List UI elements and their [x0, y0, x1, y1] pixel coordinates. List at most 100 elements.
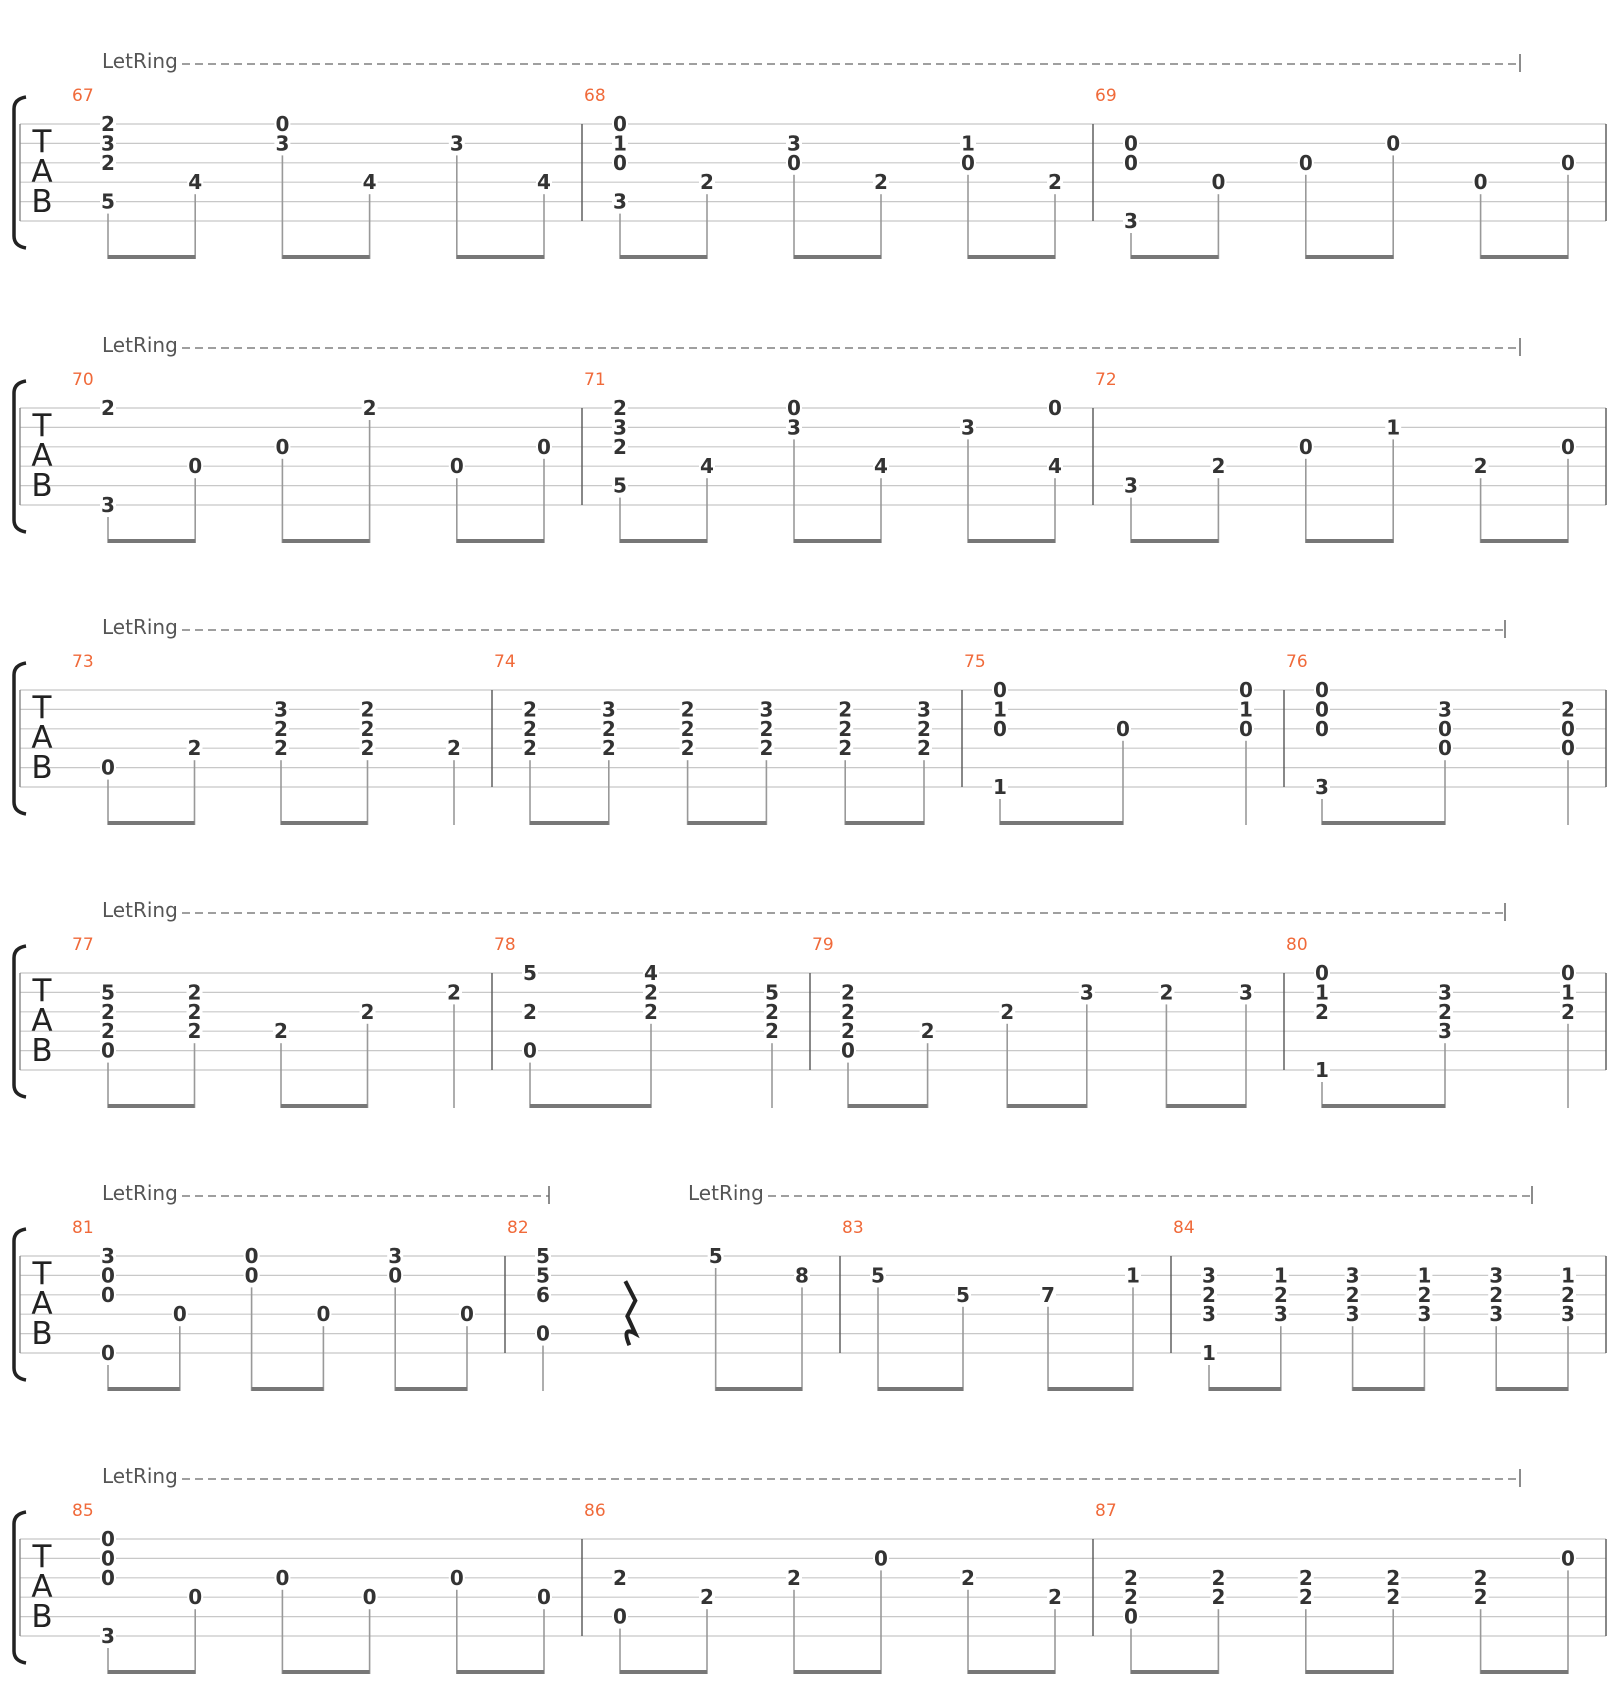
fret-number: 0 [101, 1546, 115, 1570]
measure-number: 86 [584, 1501, 606, 1521]
measure-number: 79 [812, 935, 834, 955]
fret-bg [361, 1588, 378, 1607]
fret-number: 2 [1299, 1585, 1313, 1609]
fret-number: 0 [613, 151, 627, 175]
fret-number: 3 [961, 415, 975, 439]
fret-bg [1560, 1549, 1576, 1568]
fret-number: 0 [101, 1527, 115, 1551]
fret-bg [612, 134, 628, 153]
beam [1480, 1670, 1568, 1674]
beam [968, 539, 1055, 543]
beam [281, 821, 368, 825]
fret-number: 0 [1438, 717, 1452, 741]
fret-bg [992, 719, 1008, 738]
staff-bracket [12, 661, 27, 816]
fret-bg [522, 1041, 538, 1060]
fret-number: 0 [613, 112, 627, 136]
fret-bg [612, 399, 628, 417]
fret-number: 2 [917, 717, 931, 741]
fret-number: 0 [101, 1283, 115, 1307]
measure-number: 75 [964, 652, 986, 672]
fret-bg [522, 739, 538, 758]
fret-bg [1416, 1266, 1433, 1285]
fret-bg [758, 719, 775, 738]
fret-number: 2 [1048, 170, 1062, 194]
fret-number: 2 [447, 980, 461, 1004]
fret-number: 0 [275, 112, 289, 136]
fret-number: 3 [1124, 209, 1138, 233]
tab-clef-letter: A [31, 1569, 52, 1605]
fret-bg [1437, 1022, 1453, 1041]
fret-number: 2 [101, 151, 115, 175]
fret-number: 2 [874, 170, 888, 194]
beam [108, 539, 196, 543]
measure-number: 80 [1286, 935, 1308, 955]
beam [1131, 1670, 1219, 1674]
fret-number: 1 [1561, 980, 1575, 1004]
tab-clef-letter: B [31, 184, 52, 220]
fret-bg [100, 153, 116, 172]
beam [845, 821, 924, 825]
fret-bg [916, 719, 932, 738]
fret-bg [1314, 1002, 1330, 1021]
fret-number: 2 [1274, 1283, 1288, 1307]
fret-bg [612, 1568, 628, 1587]
fret-number: 3 [1346, 1302, 1360, 1326]
fret-number: 2 [1211, 454, 1225, 478]
fret-bg [794, 1266, 810, 1285]
fret-bg [840, 1041, 856, 1060]
fret-bg [522, 719, 538, 738]
fret-number: 2 [1124, 1585, 1138, 1609]
fret-number: 7 [1041, 1283, 1055, 1307]
fret-bg [1210, 457, 1227, 476]
fret-bg [448, 1568, 465, 1587]
fret-bg [459, 1305, 475, 1324]
fret-bg [522, 964, 538, 982]
fret-number: 3 [101, 131, 115, 155]
tab-clef-letter: T [32, 690, 53, 726]
fret-number: 2 [274, 1019, 288, 1043]
beam [1322, 821, 1445, 825]
tab-clef-letter: A [31, 720, 52, 756]
fret-bg [359, 700, 376, 719]
fret-bg [315, 1305, 332, 1324]
fret-number: 3 [1346, 1263, 1360, 1287]
fret-bg [1297, 437, 1314, 456]
fret-number: 2 [1561, 1000, 1575, 1024]
fret-bg [758, 739, 775, 758]
fret-bg [100, 1041, 116, 1060]
beam [1166, 1104, 1246, 1108]
fret-bg [100, 192, 116, 211]
tab-clef-letter: T [32, 408, 53, 444]
fret-bg [1238, 719, 1254, 738]
beam [1007, 1104, 1087, 1108]
fret-bg [1238, 983, 1254, 1002]
fret-number: 2 [841, 1000, 855, 1024]
fret-bg [1047, 173, 1063, 192]
beam [1209, 1387, 1281, 1391]
let-ring-label: LetRing [102, 615, 178, 639]
measure-number: 70 [72, 370, 94, 390]
fret-bg [992, 700, 1008, 719]
fret-bg [992, 681, 1008, 699]
fret-bg [522, 700, 538, 719]
beam [282, 1670, 370, 1674]
fret-bg [1560, 153, 1576, 172]
fret-number: 2 [1386, 1566, 1400, 1590]
fret-bg [1314, 1061, 1330, 1079]
fret-bg [764, 983, 780, 1002]
fret-number: 2 [765, 1000, 779, 1024]
fret-number: 2 [602, 736, 616, 760]
fret-number: 2 [523, 717, 537, 741]
fret-bg [1210, 1568, 1227, 1587]
fret-number: 1 [1561, 1263, 1575, 1287]
fret-number: 1 [993, 775, 1007, 799]
fret-number: 0 [993, 678, 1007, 702]
beam [1000, 821, 1123, 825]
fret-bg [1385, 134, 1402, 153]
tab-system-1: LetRingTAB672325403434680103230210269003… [12, 49, 1607, 259]
measure-number: 83 [842, 1218, 864, 1238]
fret-number: 0 [1048, 396, 1062, 420]
fret-bg [1437, 1002, 1453, 1021]
fret-number: 0 [613, 1605, 627, 1629]
